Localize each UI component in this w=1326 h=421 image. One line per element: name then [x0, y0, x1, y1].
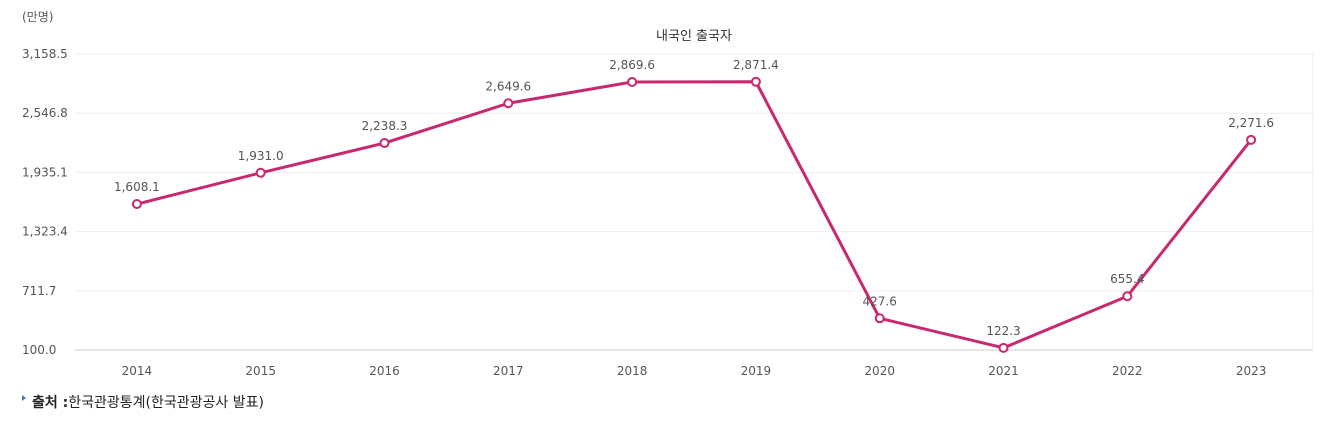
data-point[interactable] — [1122, 291, 1133, 302]
data-label: 427.6 — [863, 294, 897, 308]
y-tick-label: 1,323.4 — [22, 225, 68, 239]
x-tick-label: 2023 — [1236, 364, 1267, 378]
data-point[interactable] — [1246, 134, 1257, 145]
data-label: 2,869.6 — [609, 58, 655, 72]
chart-title: 내국인 출국자 — [656, 29, 732, 44]
x-tick-label: 2020 — [864, 364, 895, 378]
source-note: 출처 : 한국관광통계(한국관광공사 발표) — [22, 392, 264, 412]
data-point[interactable] — [131, 199, 142, 210]
y-tick-label: 100.0 — [22, 343, 56, 357]
data-point[interactable] — [255, 167, 266, 178]
data-label: 2,871.4 — [733, 58, 779, 72]
data-point[interactable] — [627, 76, 638, 87]
data-label: 122.3 — [986, 324, 1020, 338]
y-tick-label: 1,935.1 — [22, 165, 68, 179]
data-label: 1,931.0 — [238, 149, 284, 163]
bullet-icon — [22, 395, 26, 401]
data-label: 1,608.1 — [114, 180, 160, 194]
y-unit-label: (만명) — [22, 10, 54, 24]
x-tick-label: 2015 — [245, 364, 276, 378]
line-chart: 100.0 711.7 1,323.4 1,935.1 2,546.8 3,158.5 2… — [22, 10, 1314, 378]
y-tick-label: 3,158.5 — [22, 47, 68, 61]
source-label: 출처 : — [32, 395, 69, 411]
y-tick-label: 711.7 — [22, 284, 56, 298]
data-point[interactable] — [874, 313, 885, 324]
x-tick-label: 2016 — [369, 364, 400, 378]
chart-svg: 100.0 711.7 1,323.4 1,935.1 2,546.8 3,158.5 2… — [22, 29, 1314, 378]
source-text: 한국관광통계(한국관광공사 발표) — [68, 395, 264, 411]
data-point[interactable] — [998, 342, 1009, 353]
data-label: 655.4 — [1110, 272, 1144, 286]
data-point[interactable] — [750, 76, 761, 87]
series-line — [135, 80, 1253, 350]
y-tick-label: 2,546.8 — [22, 106, 68, 120]
x-tick-label: 2018 — [617, 364, 648, 378]
x-tick-label: 2017 — [493, 364, 524, 378]
x-tick-label: 2022 — [1112, 364, 1143, 378]
x-tick-label: 2014 — [122, 364, 153, 378]
x-tick-label: 2021 — [988, 364, 1019, 378]
data-label: 2,271.6 — [1228, 116, 1274, 130]
x-tick-label: 2019 — [741, 364, 772, 378]
data-point[interactable] — [503, 98, 514, 109]
data-label: 2,238.3 — [362, 119, 408, 133]
data-point[interactable] — [379, 138, 390, 149]
data-label: 2,649.6 — [485, 79, 531, 93]
